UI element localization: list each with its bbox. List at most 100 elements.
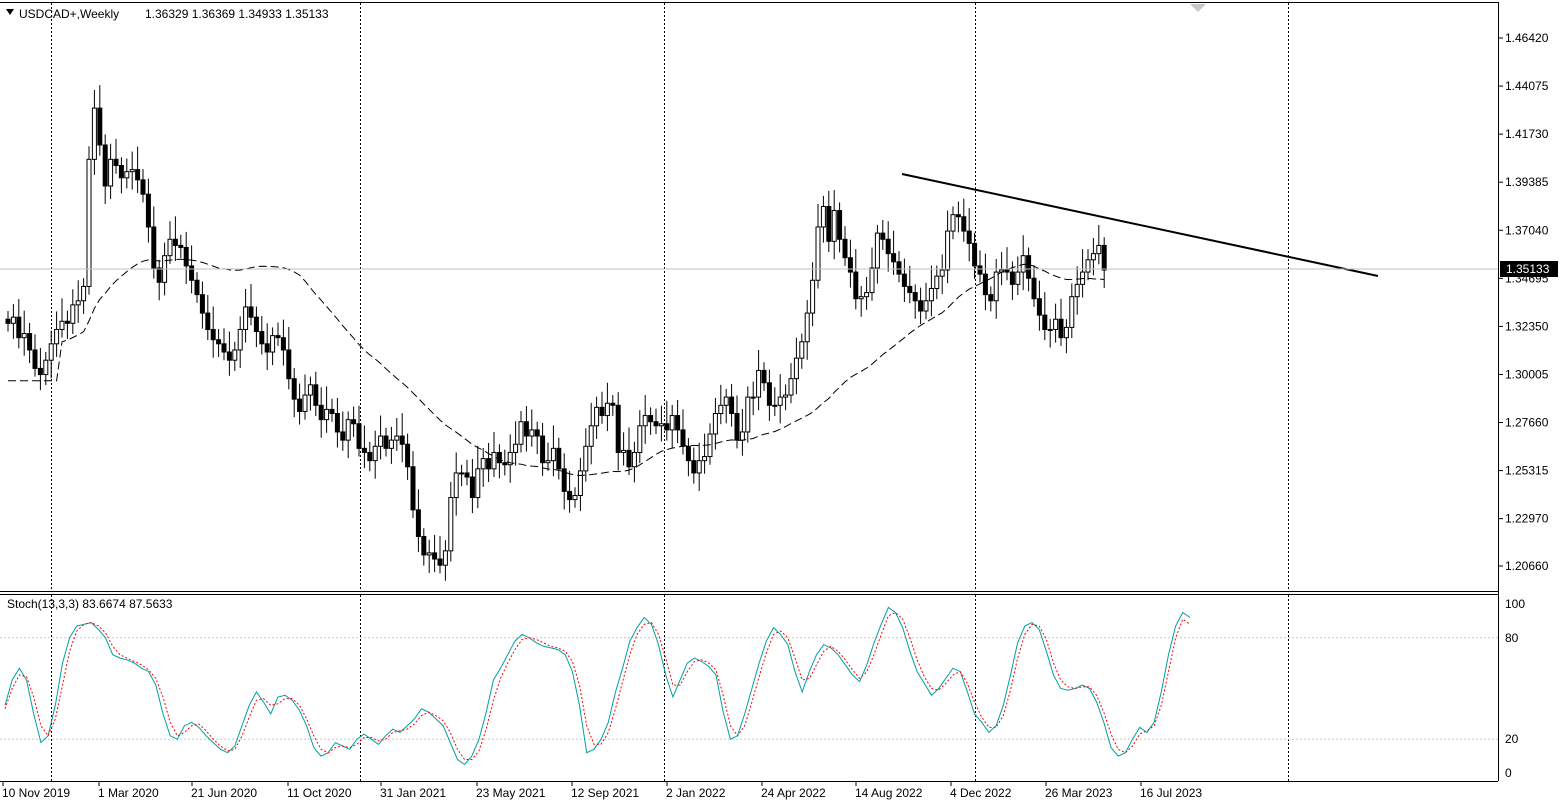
bear-candle bbox=[297, 398, 303, 412]
bull-candle bbox=[48, 343, 54, 361]
bull-candle bbox=[745, 396, 751, 433]
bull-candle bbox=[594, 406, 600, 427]
bull-candle bbox=[75, 300, 81, 306]
bear-candle bbox=[437, 558, 443, 566]
bull-candle bbox=[939, 269, 945, 277]
bear-candle bbox=[183, 246, 189, 267]
bull-candle bbox=[378, 435, 384, 447]
bull-candle bbox=[1063, 326, 1069, 339]
bull-candle bbox=[858, 296, 864, 300]
bull-candle bbox=[518, 421, 524, 445]
bear-candle bbox=[291, 378, 297, 400]
bear-candle bbox=[918, 300, 924, 312]
bull-candle bbox=[642, 415, 648, 427]
bear-candle bbox=[766, 382, 772, 406]
bear-candle bbox=[1009, 271, 1015, 285]
bull-candle bbox=[448, 497, 454, 552]
bear-candle bbox=[912, 292, 918, 302]
bull-candle bbox=[702, 456, 708, 462]
bull-candle bbox=[507, 451, 513, 466]
bull-candle bbox=[307, 384, 313, 396]
bull-candle bbox=[124, 171, 130, 179]
bear-candle bbox=[486, 458, 492, 470]
chart-shift-marker-icon[interactable] bbox=[1190, 4, 1206, 12]
bull-candle bbox=[739, 431, 745, 441]
bear-candle bbox=[156, 267, 162, 283]
bull-candle bbox=[459, 472, 465, 475]
bear-candle bbox=[1036, 298, 1042, 316]
time-tick-label: 11 Oct 2020 bbox=[287, 786, 352, 800]
bull-candle bbox=[1015, 271, 1021, 285]
bull-candle bbox=[750, 396, 756, 399]
bull-candle bbox=[788, 378, 794, 396]
bear-candle bbox=[685, 445, 691, 462]
current-price-tag: 1.35133 bbox=[1500, 261, 1558, 277]
price-tick-label: 1.41730 bbox=[1505, 127, 1549, 141]
bear-candle bbox=[523, 421, 529, 437]
bear-candle bbox=[421, 535, 427, 556]
bear-candle bbox=[405, 443, 411, 468]
bull-candle bbox=[1047, 328, 1053, 331]
bull-candle bbox=[108, 158, 114, 187]
bear-candle bbox=[216, 339, 222, 345]
bull-candle bbox=[993, 271, 999, 302]
bear-candle bbox=[567, 490, 573, 501]
bear-candle bbox=[221, 343, 227, 353]
bear-candle bbox=[210, 328, 216, 341]
bear-candle bbox=[264, 343, 270, 353]
bull-candle bbox=[934, 275, 940, 289]
bull-candle bbox=[550, 447, 556, 462]
bear-candle bbox=[648, 415, 654, 423]
bear-candle bbox=[32, 349, 38, 369]
bull-candle bbox=[783, 394, 789, 398]
bull-candle bbox=[480, 458, 486, 470]
bear-candle bbox=[502, 462, 508, 466]
dropdown-triangle-icon[interactable] bbox=[6, 9, 14, 15]
bear-candle bbox=[27, 333, 33, 351]
bear-candle bbox=[415, 509, 421, 537]
bear-candle bbox=[329, 408, 335, 415]
bull-candle bbox=[475, 468, 481, 499]
bull-candle bbox=[658, 423, 664, 427]
bear-candle bbox=[205, 312, 211, 330]
bear-candle bbox=[972, 242, 978, 267]
bull-candle bbox=[394, 435, 400, 441]
bear-candle bbox=[675, 415, 681, 431]
bear-candle bbox=[615, 404, 621, 453]
resistance-trendline[interactable] bbox=[901, 173, 1379, 277]
bear-candle bbox=[496, 451, 502, 464]
bull-candle bbox=[1053, 318, 1059, 330]
time-tick-label: 12 Sep 2021 bbox=[571, 786, 639, 800]
bull-candle bbox=[54, 328, 60, 345]
bull-candle bbox=[345, 419, 351, 441]
bull-candle bbox=[491, 451, 497, 470]
price-tick-label: 1.44075 bbox=[1505, 79, 1549, 93]
bear-candle bbox=[891, 253, 897, 263]
bear-candle bbox=[1031, 277, 1037, 300]
vertical-grid bbox=[51, 3, 1289, 781]
time-tick-label: 2 Jan 2022 bbox=[666, 786, 726, 800]
bull-candle bbox=[577, 470, 583, 496]
bear-candle bbox=[1042, 314, 1048, 330]
bear-candle bbox=[691, 460, 697, 474]
current-price-value: 1.35133 bbox=[1506, 262, 1550, 276]
bull-candle bbox=[712, 413, 718, 435]
bull-candle bbox=[237, 328, 243, 351]
indicator-tick-label: 80 bbox=[1505, 631, 1519, 645]
bear-candle bbox=[896, 261, 902, 275]
bull-candle bbox=[869, 267, 875, 294]
bear-candle bbox=[275, 335, 281, 339]
time-axis: 10 Nov 2019 1 Mar 2020 21 Jun 2020 11 Oct 2… bbox=[2, 781, 1202, 800]
bull-candle bbox=[513, 443, 519, 453]
bear-candle bbox=[610, 402, 616, 406]
bull-candle bbox=[874, 232, 880, 269]
bear-candle bbox=[97, 107, 103, 146]
bear-candle bbox=[151, 226, 157, 269]
bear-candle bbox=[64, 320, 70, 324]
bull-candle bbox=[442, 550, 448, 566]
bear-candle bbox=[5, 318, 11, 324]
bull-candle bbox=[86, 158, 92, 287]
symbol-label: USDCAD+,Weekly bbox=[19, 7, 119, 21]
